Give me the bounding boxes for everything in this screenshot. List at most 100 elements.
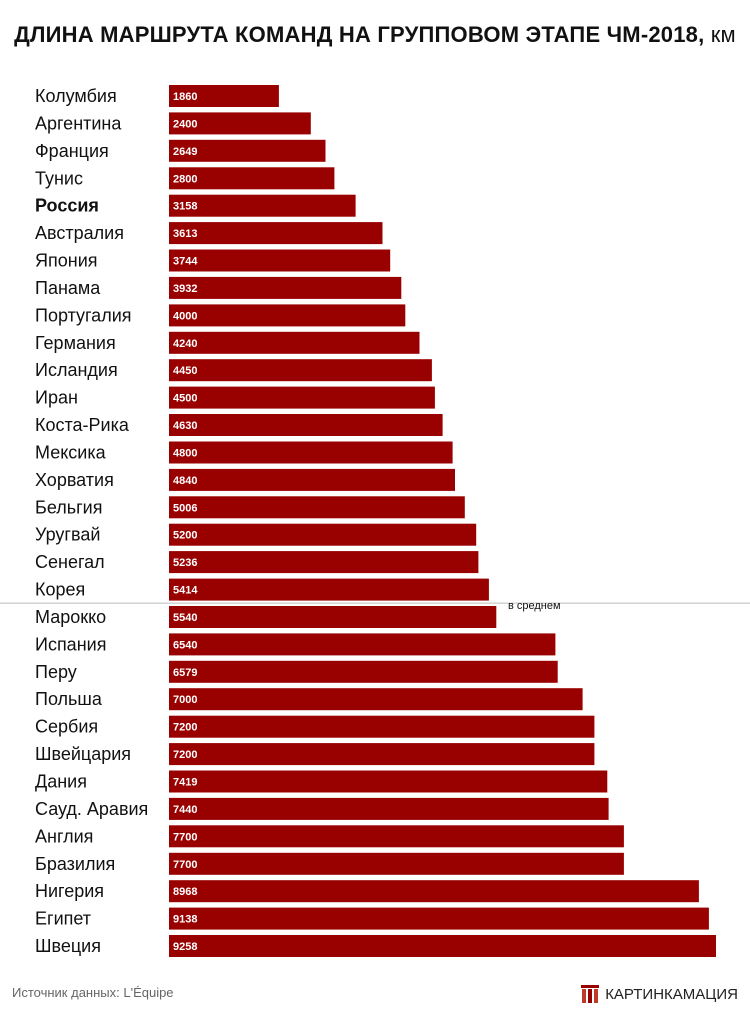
bar	[169, 249, 391, 272]
bar-value-label: 1860	[173, 91, 197, 103]
bar-value-label: 4500	[173, 393, 197, 405]
bar	[169, 194, 356, 217]
bar	[169, 441, 453, 464]
bar	[169, 715, 595, 738]
chart-title-unit: км	[710, 22, 736, 47]
bar	[169, 688, 583, 711]
category-label: Сербия	[35, 717, 98, 737]
bar-value-label: 5236	[173, 557, 197, 569]
category-label: Швеция	[35, 936, 101, 956]
category-label: Япония	[35, 251, 98, 271]
bar	[169, 304, 406, 327]
brand-logo-icon	[581, 985, 600, 1003]
category-label: Уругвай	[35, 525, 100, 545]
category-label: Тунис	[35, 168, 83, 188]
category-label: Швейцария	[35, 744, 131, 764]
bar-chart: 1860 Колумбия 2400 Аргентина 2649 Франция 2800…	[0, 85, 750, 957]
chart-title-text: ДЛИНА МАРШРУТА КОМАНД НА ГРУППОВОМ ЭТАПЕ…	[14, 22, 705, 47]
bar	[169, 276, 402, 299]
bar	[169, 825, 624, 848]
category-label: Португалия	[35, 305, 132, 325]
bar	[169, 880, 699, 903]
category-label: Панама	[35, 278, 101, 298]
bar	[169, 578, 489, 601]
bar-value-label: 7700	[173, 859, 197, 871]
bar	[169, 85, 279, 107]
category-label: Англия	[35, 826, 93, 846]
bar	[169, 496, 465, 519]
bar-value-label: 2800	[173, 173, 197, 185]
bar	[169, 112, 311, 135]
bar-value-label: 7440	[173, 804, 197, 816]
category-label: Франция	[35, 141, 109, 161]
category-label: Бельгия	[35, 497, 102, 517]
category-label: Нигерия	[35, 881, 104, 901]
bar-value-label: 9138	[173, 914, 197, 926]
bar-value-label: 2649	[173, 146, 197, 158]
bar-value-label: 6579	[173, 667, 197, 679]
chart-title: ДЛИНА МАРШРУТА КОМАНД НА ГРУППОВОМ ЭТАПЕ…	[0, 22, 750, 48]
bar	[169, 523, 477, 546]
brand: КАРТИНКАМАЦИЯ	[581, 985, 738, 1003]
bar	[169, 907, 709, 930]
bar	[169, 852, 624, 875]
bar	[169, 551, 479, 574]
bar-value-label: 3613	[173, 228, 197, 240]
bar	[169, 468, 455, 491]
category-label: Сенегал	[35, 552, 105, 572]
bar-value-label: 4840	[173, 475, 197, 487]
category-label: Россия	[35, 196, 99, 216]
bar-value-label: 4630	[173, 420, 197, 432]
category-label: Иран	[35, 388, 78, 408]
bar	[169, 935, 716, 957]
bar-value-label: 4000	[173, 310, 197, 322]
bar-value-label: 5200	[173, 530, 197, 542]
category-label: Сауд. Аравия	[35, 799, 148, 819]
category-label: Австралия	[35, 223, 124, 243]
bar	[169, 660, 558, 683]
bar	[169, 386, 435, 409]
category-label: Перу	[35, 662, 77, 682]
bar-value-label: 4800	[173, 448, 197, 460]
brand-name: КАРТИНКАМАЦИЯ	[605, 985, 738, 1003]
bar	[169, 770, 608, 793]
bar-value-label: 4450	[173, 365, 197, 377]
category-label: Коста-Рика	[35, 415, 130, 435]
category-label: Польша	[35, 689, 103, 709]
bar	[169, 414, 443, 436]
bar-value-label: 3744	[173, 256, 198, 268]
category-label: Бразилия	[35, 854, 115, 874]
category-label: Германия	[35, 333, 116, 353]
category-label: Исландия	[35, 360, 118, 380]
category-label: Испания	[35, 634, 106, 654]
category-label: Аргентина	[35, 113, 122, 133]
bar-value-label: 7419	[173, 777, 197, 789]
category-label: Корея	[35, 580, 85, 600]
bar-value-label: 2400	[173, 118, 197, 130]
bar-value-label: 7200	[173, 722, 197, 734]
bar	[169, 633, 556, 656]
bar-value-label: 5006	[173, 502, 197, 514]
category-label: Колумбия	[35, 86, 117, 106]
bar	[169, 743, 595, 766]
bar-value-label: 7000	[173, 694, 197, 706]
bar	[169, 222, 383, 245]
bar	[169, 331, 420, 354]
source-note: Источник данных: L'Équipe	[12, 985, 174, 1000]
category-label: Марокко	[35, 607, 106, 627]
bar	[169, 359, 432, 382]
bar-value-label: 8968	[173, 886, 197, 898]
bar-value-label: 9258	[173, 941, 197, 953]
average-line-label: в среднем	[508, 600, 561, 612]
bar-value-label: 3158	[173, 201, 197, 213]
bar-value-label: 3932	[173, 283, 197, 295]
category-label: Египет	[35, 909, 91, 929]
bar-value-label: 5540	[173, 612, 197, 624]
bar	[169, 606, 497, 628]
bar	[169, 797, 609, 820]
category-label: Дания	[35, 772, 87, 792]
bar-value-label: 7200	[173, 749, 197, 761]
bar	[169, 139, 326, 162]
bar-value-label: 5414	[173, 585, 198, 597]
category-label: Хорватия	[35, 470, 114, 490]
